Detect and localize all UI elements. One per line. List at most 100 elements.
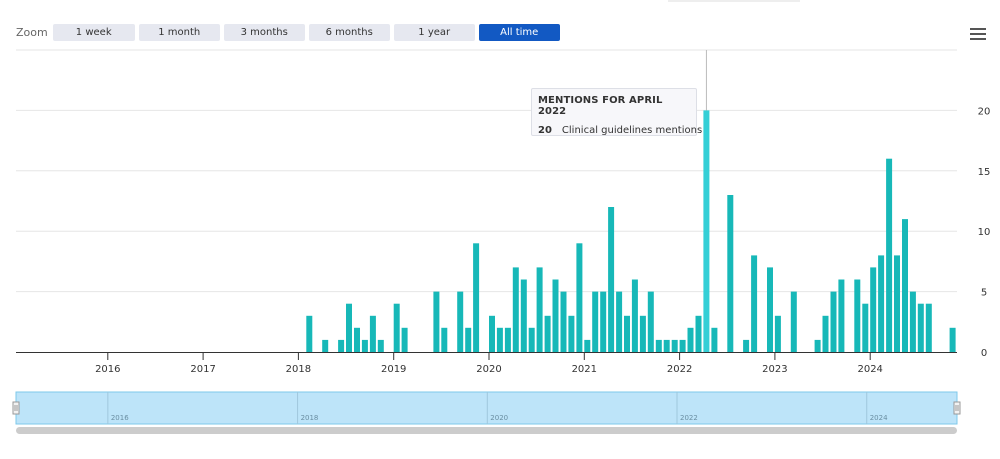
bar-2020-12 [576,243,583,352]
bar-2024-08 [925,303,932,352]
bar-2022-10 [751,255,758,352]
bar-2019-11 [473,243,480,352]
zoom-1-month-button[interactable]: 1 month [138,24,220,41]
bar-2024-06 [909,291,916,352]
zoom-3-months-button[interactable]: 3 months [223,24,305,41]
y-axis: 0 5 10 15 20 [978,106,991,359]
bar-2022-04 [703,110,710,353]
bar-2020-10 [560,291,567,352]
x-tick-label: 2018 [286,364,311,375]
bar-2018-10 [369,315,376,352]
zoom-all-time-button[interactable]: All time [478,24,560,41]
bar-2020-05 [520,279,527,352]
bar-2024-02 [878,255,885,352]
bar-2020-08 [544,315,551,352]
navigator-right-handle[interactable] [953,401,961,415]
bar-2021-10 [655,339,662,352]
x-tick-label: 2023 [762,364,787,375]
navigator-tick-label: 2020 [490,414,508,422]
bar-2020-04 [512,267,519,352]
x-tick-label: 2019 [381,364,406,375]
bar-2024-03 [886,158,893,352]
bar-2018-02 [306,315,313,352]
bar-2019-01 [393,303,400,352]
bar-2024-11 [949,327,956,352]
tooltip-row: 20 Clinical guidelines mentions [538,125,702,136]
bar-2020-03 [504,327,511,352]
navigator-left-handle[interactable] [12,401,20,415]
x-tick-label: 2022 [667,364,692,375]
bar-2022-03 [695,315,702,352]
bar-2023-07 [822,315,829,352]
zoom-1-week-button[interactable]: 1 week [52,24,135,41]
tooltip: MENTIONS FOR APRIL 2022 20 Clinical guid… [531,88,702,136]
bar-2024-05 [902,219,908,352]
hamburger-menu-icon[interactable] [970,28,986,42]
bar-2024-07 [917,303,924,352]
bar-2022-01 [679,339,686,352]
zoom-label: Zoom [16,26,48,39]
bar-2018-04 [322,339,329,352]
bar-2020-11 [568,315,575,352]
bar-2020-01 [489,315,495,352]
bar-2021-05 [616,291,623,352]
bar-2019-06 [433,291,440,352]
bar-2023-08 [830,291,837,352]
bar-2023-09 [838,279,845,352]
y-tick-label: 20 [978,106,991,117]
bar-2024-04 [894,255,900,352]
navigator-tick-label: 2016 [111,414,129,422]
navigator-tick-label: 2018 [301,414,319,422]
bar-2021-07 [631,279,638,352]
bar-2021-04 [608,207,615,352]
zoom-bar: Zoom 1 week 1 month 3 months 6 months 1 … [16,24,564,41]
navigator-tick-label: 2024 [870,414,888,422]
bar-2022-07 [727,195,734,352]
navigator-tick-label: 2022 [680,414,698,422]
y-tick-label: 5 [981,288,987,299]
y-tick-label: 15 [978,167,991,178]
bar-2024-01 [870,267,877,352]
bar-2018-06 [338,339,345,352]
bar-2022-09 [743,339,750,352]
grid-lines [16,49,957,352]
bar-2018-09 [361,339,368,352]
bar-2019-02 [401,327,408,352]
navigator: 2016 2018 2020 2022 2024 [12,391,961,434]
bar-2021-03 [600,291,607,352]
bar-2018-11 [377,339,384,352]
bar-2021-08 [639,315,646,352]
bar-2021-02 [592,291,599,352]
tooltip-value: 20 [538,125,552,136]
x-tick-label: 2020 [476,364,501,375]
navigator-scrollbar[interactable] [16,427,957,434]
bar-2021-06 [624,315,630,352]
bar-2023-03 [790,291,797,352]
x-tick-label: 2017 [190,364,215,375]
bars [306,110,956,353]
bar-2020-07 [536,267,543,352]
zoom-1-year-button[interactable]: 1 year [393,24,475,41]
bar-2018-07 [346,303,352,352]
bar-2022-05 [711,327,718,352]
x-axis: 2016 2017 2018 2019 2020 2021 2022 2023 2024 [16,352,957,375]
bar-2021-09 [647,291,654,352]
bar-2023-11 [854,279,861,352]
x-tick-label: 2021 [572,364,597,375]
bar-2020-09 [552,279,559,352]
bar-2023-06 [814,339,821,352]
bar-2020-02 [496,327,503,352]
x-tick-label: 2024 [857,364,882,375]
y-tick-label: 0 [981,348,987,359]
bar-2019-10 [465,327,472,352]
bar-2023-01 [774,315,781,352]
bar-2021-11 [663,339,670,352]
zoom-6-months-button[interactable]: 6 months [308,24,390,41]
navigator-selection [15,391,958,425]
tooltip-series-label: Clinical guidelines mentions [561,125,703,136]
bar-2021-01 [584,339,591,352]
top-decoration [668,0,800,2]
bar-2019-07 [441,327,448,352]
bar-2018-08 [354,327,360,352]
